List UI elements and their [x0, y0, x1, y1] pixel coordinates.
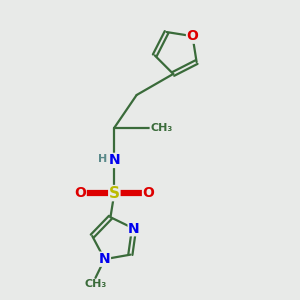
Text: O: O — [74, 186, 86, 200]
Text: N: N — [99, 252, 110, 266]
Text: N: N — [128, 222, 140, 236]
Text: O: O — [187, 29, 199, 43]
Text: CH₃: CH₃ — [150, 123, 172, 133]
Text: N: N — [109, 153, 120, 167]
Text: CH₃: CH₃ — [84, 279, 106, 290]
Text: H: H — [98, 154, 108, 164]
Text: S: S — [109, 186, 120, 201]
Text: O: O — [142, 186, 154, 200]
